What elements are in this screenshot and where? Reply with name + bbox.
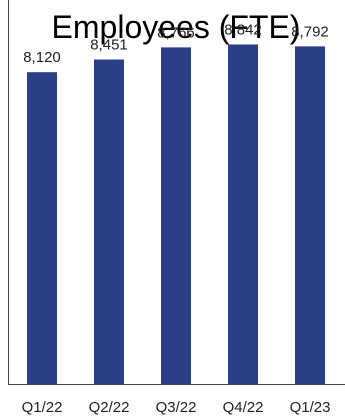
bar-q1-23 bbox=[295, 46, 325, 384]
bar-q1-22 bbox=[27, 72, 57, 384]
value-label-q4-22: 8,842 bbox=[224, 21, 262, 38]
chart-title: Employees (FTE) bbox=[52, 9, 301, 45]
bar-q4-22 bbox=[228, 44, 258, 385]
x-tick-labels-group: Q1/22 Q2/22 Q3/22 Q4/22 Q1/23 bbox=[22, 399, 331, 416]
x-tick-label-q2-22: Q2/22 bbox=[89, 399, 130, 416]
x-tick-label-q1-23: Q1/23 bbox=[290, 399, 331, 416]
value-label-q1-22: 8,120 bbox=[23, 49, 61, 66]
bars-group bbox=[27, 44, 325, 385]
bar-q3-22 bbox=[161, 47, 191, 385]
value-label-q2-22: 8,451 bbox=[90, 36, 128, 53]
value-label-q3-22: 8,766 bbox=[157, 24, 195, 41]
x-tick-label-q4-22: Q4/22 bbox=[223, 399, 264, 416]
x-tick-label-q3-22: Q3/22 bbox=[156, 399, 197, 416]
value-label-q1-23: 8,792 bbox=[291, 23, 329, 40]
bar-q2-22 bbox=[94, 59, 124, 385]
x-tick-label-q1-22: Q1/22 bbox=[22, 399, 63, 416]
value-labels-group: 8,120 8,451 8,766 8,842 8,792 bbox=[23, 21, 329, 66]
